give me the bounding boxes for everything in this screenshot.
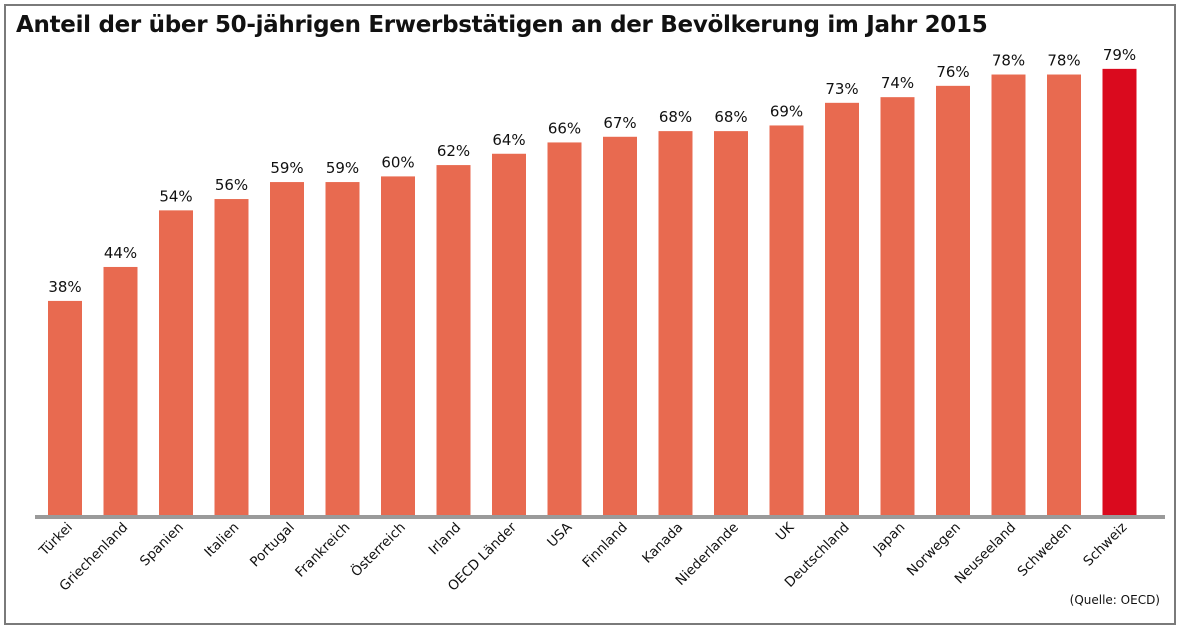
value-label-13: 69% [770,102,803,120]
value-label-17: 78% [992,52,1025,70]
x-tick-label-18: Schweden [1014,520,1074,580]
bar-10 [603,136,637,516]
x-tick-label-5: Frankreich [292,520,353,581]
bar-13 [769,125,804,517]
x-tick-label-9: USA [544,519,576,551]
bar-15 [880,97,915,516]
value-label-7: 62% [437,142,470,160]
bar-19 [1102,68,1137,517]
chart-title: Anteil der über 50-jährigen Erwerbstätig… [16,12,988,38]
bar-11 [658,131,693,516]
x-tick-label-3: Italien [201,520,242,561]
bar-4 [270,182,304,516]
value-label-11: 68% [659,108,692,126]
value-label-0: 38% [48,278,81,296]
bar-3 [214,199,249,517]
chart-frame [4,4,1176,625]
x-tick-label-19: Schweiz [1080,520,1130,570]
bar-6 [381,176,415,516]
bar-16 [936,85,970,516]
x-tick-label-16: Norwegen [904,520,964,580]
value-label-1: 44% [104,244,137,262]
value-label-6: 60% [381,153,414,171]
value-label-2: 54% [159,187,192,205]
x-tick-label-11: Kanada [639,520,686,567]
bar-12 [714,131,748,516]
x-tick-label-15: Japan [870,520,909,559]
x-tick-label-2: Spanien [137,520,187,570]
x-tick-label-10: Finnland [579,520,630,571]
x-tick-label-4: Portugal [247,520,298,571]
bar-1 [103,266,138,516]
value-label-19: 79% [1103,46,1136,64]
bar-17 [991,74,1026,517]
x-tick-label-13: UK [773,519,798,544]
x-tick-label-7: Irland [426,520,465,559]
value-label-9: 66% [548,119,581,137]
bar-18 [1047,74,1081,517]
bar-14 [825,102,859,516]
value-label-8: 64% [492,131,525,149]
value-label-16: 76% [936,63,969,81]
value-label-14: 73% [825,80,858,98]
value-label-15: 74% [881,74,914,92]
x-tick-label-6: Österreich [347,518,409,580]
bar-2 [159,210,193,517]
source-note: (Quelle: OECD) [1069,593,1160,607]
value-label-18: 78% [1047,52,1080,70]
bar-5 [325,182,360,516]
bar-8 [492,153,526,516]
value-label-5: 59% [326,159,359,177]
value-label-4: 59% [270,159,303,177]
value-label-12: 68% [714,108,747,126]
value-label-3: 56% [215,176,248,194]
bar-9 [547,142,582,516]
x-tick-label-0: Türkei [36,520,76,560]
bar-0 [48,300,82,516]
value-label-10: 67% [603,114,636,132]
bar-7 [436,165,471,516]
